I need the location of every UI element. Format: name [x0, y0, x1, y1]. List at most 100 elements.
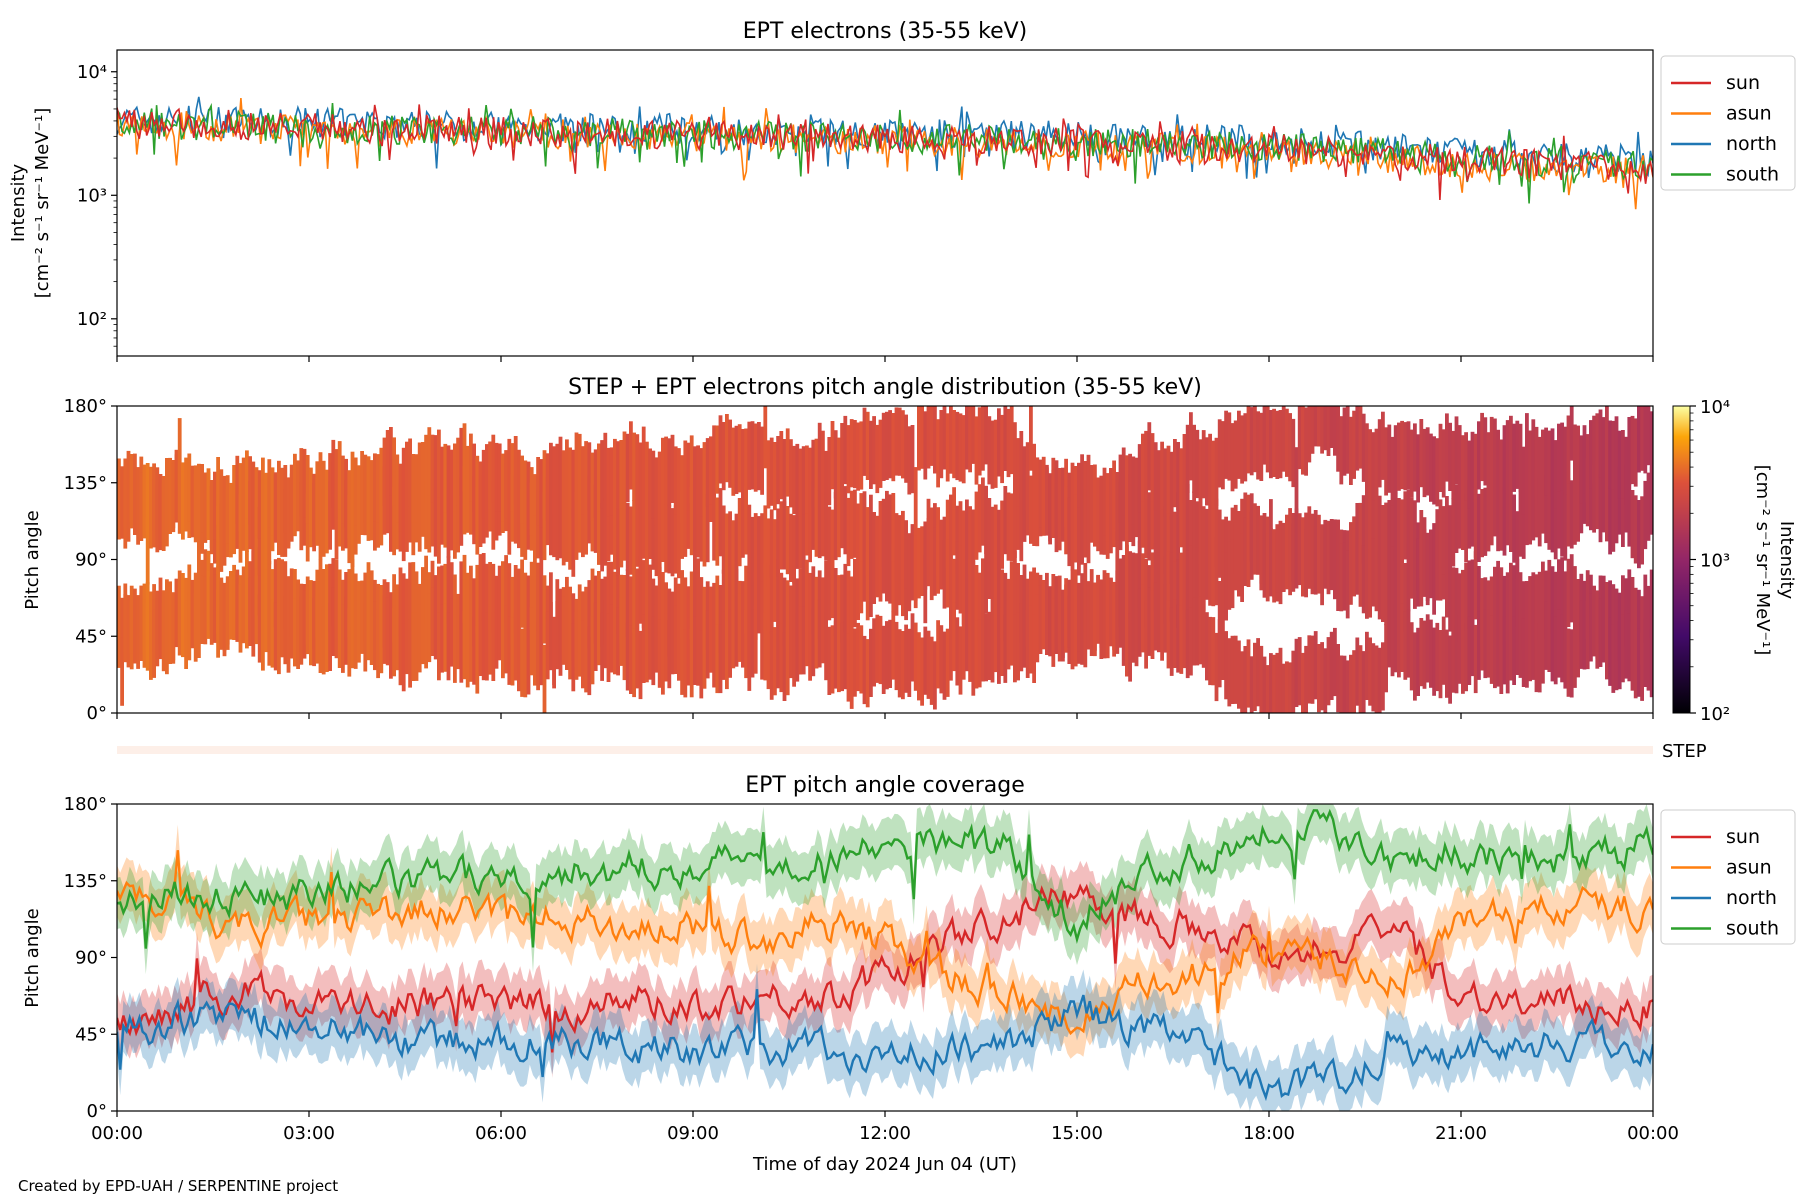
heatmap-cell — [907, 533, 912, 602]
heatmap-cell — [219, 581, 224, 650]
heatmap-cell — [337, 441, 342, 510]
heatmap-cell — [843, 621, 848, 690]
heatmap-cell — [977, 407, 982, 476]
heatmap-cell — [395, 602, 400, 671]
heatmap-cell — [750, 609, 755, 678]
heatmap-cell — [1553, 616, 1558, 685]
heatmap-cell — [779, 501, 784, 570]
heatmap-cell — [280, 589, 284, 658]
heatmap-cell — [206, 570, 211, 639]
heatmap-cell — [843, 415, 848, 485]
heatmap-cell — [1566, 558, 1571, 627]
heatmap-cell — [648, 490, 652, 559]
heatmap-cell — [200, 464, 204, 533]
heatmap-cell — [168, 457, 172, 527]
heatmap-cell — [1275, 524, 1280, 593]
heatmap-cell — [859, 625, 864, 694]
heatmap-cell — [1377, 419, 1382, 488]
heatmap-cell — [382, 437, 387, 506]
series-line-sun — [117, 883, 1653, 1053]
heatmap-cell — [1467, 560, 1472, 629]
heatmap-cell — [1016, 481, 1020, 550]
heatmap-cell — [517, 623, 521, 692]
colorbar-tick-label: 10³ — [1700, 551, 1730, 572]
heatmap-cell — [513, 436, 518, 505]
heatmap-cell — [817, 489, 822, 559]
heatmap-cell — [325, 564, 329, 633]
heatmap-cell — [1544, 601, 1548, 670]
heatmap-cell — [1358, 645, 1363, 713]
heatmap-cell — [798, 500, 803, 569]
heatmap-cell — [1016, 438, 1020, 507]
heatmap-cell — [507, 438, 512, 508]
heatmap-cell — [856, 622, 860, 692]
heatmap-cell — [1294, 447, 1299, 516]
heatmap-cell — [728, 609, 732, 678]
heatmap-cell — [632, 432, 636, 501]
heatmap-cell — [1077, 462, 1081, 531]
heatmap-cell — [760, 513, 764, 582]
heatmap-cell — [385, 597, 390, 666]
heatmap-cell — [702, 620, 707, 689]
heatmap-cell — [1147, 587, 1152, 656]
heatmap-cell — [747, 421, 752, 490]
heatmap-cell — [1496, 483, 1500, 552]
heatmap-cell — [1150, 433, 1155, 502]
heatmap-cell — [1294, 508, 1299, 577]
heatmap-cell — [1541, 465, 1545, 534]
heatmap-cell — [1521, 490, 1526, 559]
heatmap-cell — [1416, 538, 1420, 607]
heatmap-cell — [1563, 571, 1568, 640]
heatmap-cell — [472, 578, 476, 647]
chart-title: EPT electrons (35-55 keV) — [743, 19, 1028, 44]
heatmap-cell — [161, 476, 166, 545]
heatmap-cell — [1102, 467, 1107, 536]
heatmap-cell — [1355, 406, 1360, 471]
heatmap-cell — [478, 607, 483, 676]
heatmap-cell — [782, 501, 787, 570]
heatmap-cell — [1486, 483, 1491, 552]
heatmap-cell — [1595, 460, 1600, 530]
heatmap-cell — [353, 600, 358, 669]
heatmap-cell — [1534, 623, 1539, 693]
heatmap-cell — [1537, 478, 1542, 547]
heatmap-cell — [782, 577, 787, 646]
heatmap-cell — [145, 516, 150, 585]
heatmap-cell — [1278, 520, 1283, 589]
heatmap-cell — [766, 562, 771, 631]
heatmap-cell — [341, 455, 345, 524]
heatmap-cell — [997, 564, 1001, 633]
heatmap-cell — [1000, 607, 1004, 676]
heatmap-cell — [1339, 416, 1344, 485]
heatmap-cell — [1601, 464, 1606, 533]
heatmap-cell — [456, 484, 460, 553]
heatmap-cell — [696, 489, 700, 558]
heatmap-cell — [1550, 428, 1555, 497]
panel-intensity: EPT electrons (35-55 keV) Intensity [cm⁻… — [8, 19, 1796, 362]
chart-title: STEP + EPT electrons pitch angle distrib… — [568, 375, 1202, 400]
heatmap-cell — [158, 474, 163, 543]
heatmap-cell — [401, 447, 406, 516]
heatmap-cell — [1102, 590, 1107, 659]
heatmap-cell — [401, 623, 406, 692]
heatmap-cell — [1022, 564, 1027, 633]
heatmap-cell — [485, 563, 489, 632]
heatmap-cell — [1573, 619, 1577, 688]
heatmap-cell — [430, 434, 435, 503]
heatmap-cell — [741, 599, 745, 668]
heatmap-cell — [280, 467, 284, 536]
heatmap-cell — [481, 612, 486, 681]
heatmap-cell — [1576, 425, 1580, 494]
heatmap-cell — [744, 486, 748, 555]
heatmap-cell — [821, 595, 825, 664]
heatmap-cell — [1249, 407, 1254, 476]
heatmap-cell — [469, 565, 473, 634]
heatmap-cell — [1339, 655, 1344, 713]
heatmap-cell — [1009, 561, 1014, 630]
heatmap-cell — [1137, 444, 1142, 513]
heatmap-cell — [1313, 631, 1318, 700]
heatmap-cell — [526, 461, 531, 530]
heatmap-cell — [475, 564, 480, 634]
heatmap-cell — [257, 507, 262, 576]
